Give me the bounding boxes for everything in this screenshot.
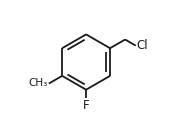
Text: CH₃: CH₃ — [29, 78, 48, 88]
Text: F: F — [83, 99, 89, 112]
Text: Cl: Cl — [137, 39, 148, 52]
